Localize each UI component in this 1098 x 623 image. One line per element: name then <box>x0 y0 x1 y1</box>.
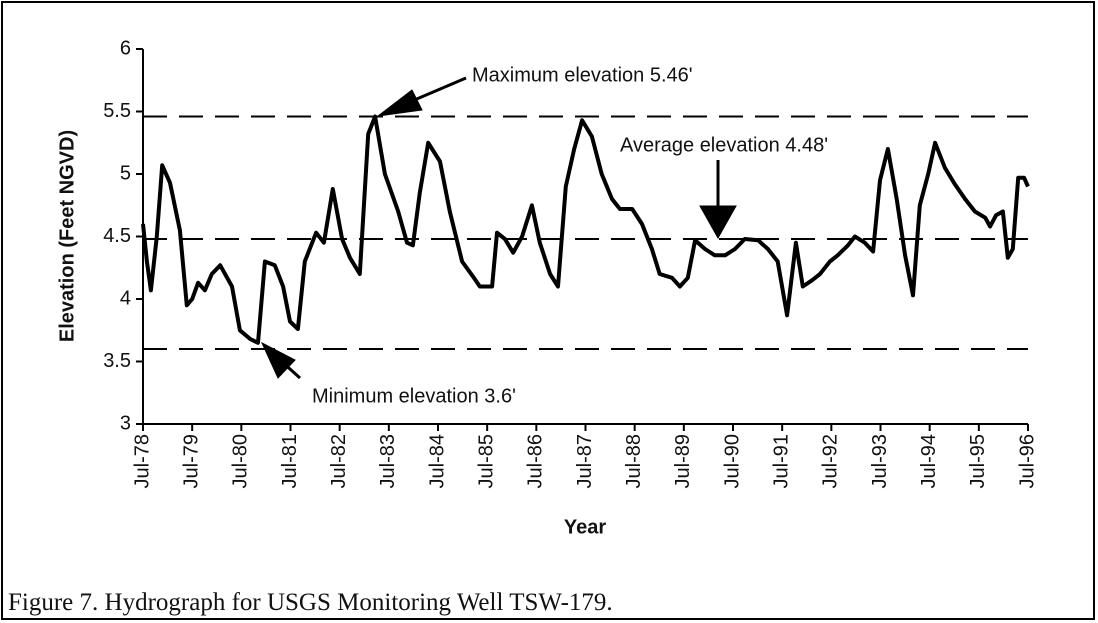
y-tick-label: 5.5 <box>103 100 131 122</box>
arrow-head <box>376 89 423 117</box>
arrow-head <box>260 341 296 379</box>
annotation: Average elevation 4.48' <box>620 134 828 156</box>
annotation: Maximum elevation 5.46' <box>472 64 693 86</box>
x-tick-label: Jul-81 <box>279 434 301 488</box>
x-tick-label: Jul-79 <box>180 434 202 488</box>
y-tick-label: 3 <box>120 412 131 434</box>
x-tick-label: Jul-92 <box>820 434 842 488</box>
x-tick-label: Jul-94 <box>918 434 940 488</box>
y-tick-label: 4.5 <box>103 225 131 247</box>
x-tick-label: Jul-88 <box>623 434 645 488</box>
data-line <box>141 114 1030 345</box>
x-tick-label: Jul-91 <box>770 434 792 488</box>
x-tick-label: Jul-87 <box>574 434 596 488</box>
x-tick-label: Jul-82 <box>328 434 350 488</box>
x-tick-label: Jul-93 <box>869 434 891 488</box>
y-tick-label: 6 <box>120 37 131 59</box>
x-tick-label: Jul-80 <box>230 434 252 488</box>
x-tick-label: Jul-85 <box>475 434 497 488</box>
caption: Figure 7. Hydrograph for USGS Monitoring… <box>8 589 613 616</box>
y-tick-label: 5 <box>120 162 131 184</box>
x-axis-label: Year <box>564 516 606 538</box>
y-axis-label: Elevation (Feet NGVD) <box>56 130 78 342</box>
x-tick-label: Jul-90 <box>721 434 743 488</box>
y-tick-label: 4 <box>120 287 131 309</box>
x-tick-label: Jul-96 <box>1016 434 1038 488</box>
y-tick-label: 3.5 <box>103 350 131 372</box>
arrows <box>260 76 737 380</box>
arrow-head <box>699 205 737 240</box>
x-tick-label: Jul-83 <box>377 434 399 488</box>
x-tick-label: Jul-78 <box>131 434 153 488</box>
annotation: Minimum elevation 3.6' <box>312 385 516 407</box>
x-tick-label: Jul-86 <box>525 434 547 488</box>
x-tick-label: Jul-89 <box>672 434 694 488</box>
x-tick-label: Jul-95 <box>967 434 989 488</box>
x-tick-label: Jul-84 <box>426 434 448 488</box>
